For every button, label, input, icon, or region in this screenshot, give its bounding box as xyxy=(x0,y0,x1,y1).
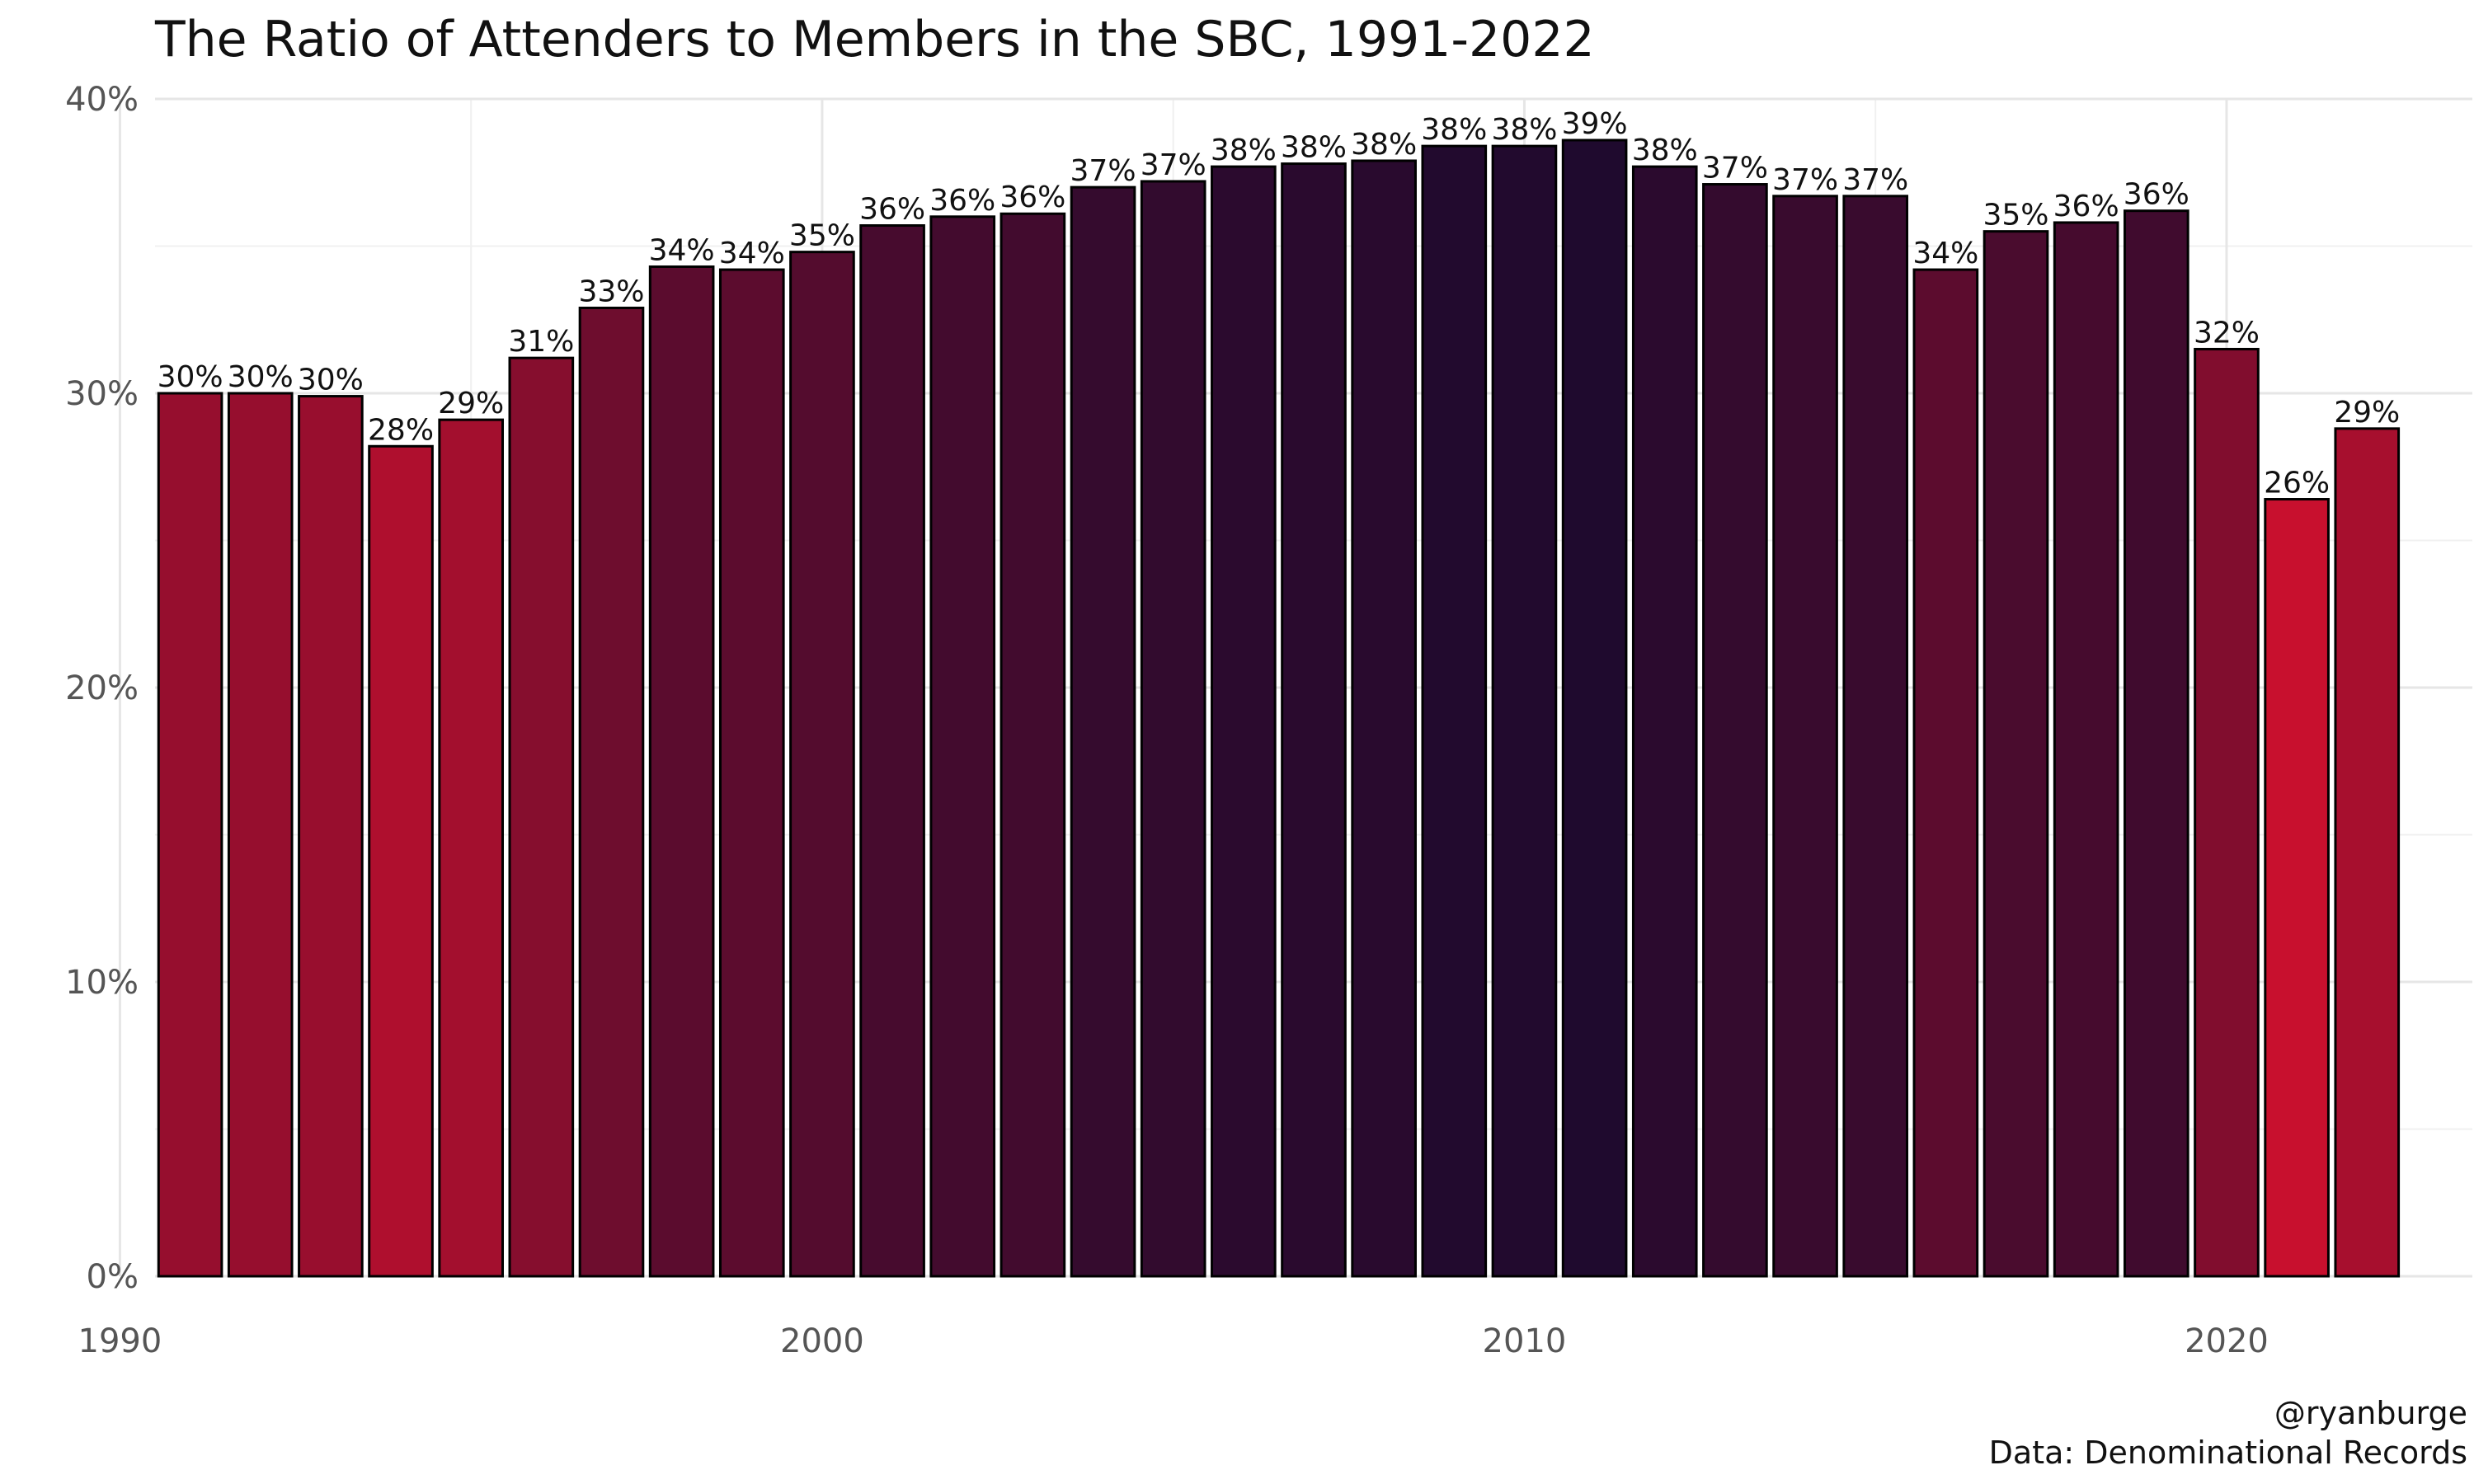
bar xyxy=(1982,230,2049,1278)
bars xyxy=(157,139,2401,1278)
data-label: 32% xyxy=(2194,316,2260,350)
bar xyxy=(2053,221,2119,1278)
bar xyxy=(1561,139,1628,1278)
data-label: 34% xyxy=(1912,237,1978,270)
data-label: 29% xyxy=(2334,396,2400,430)
data-label: 36% xyxy=(859,193,925,227)
bar xyxy=(1842,195,1909,1278)
bar xyxy=(508,356,575,1278)
bar xyxy=(648,265,715,1278)
data-label: 36% xyxy=(929,184,995,218)
data-label: 30% xyxy=(158,360,223,394)
bar xyxy=(1772,195,1838,1278)
data-label: 31% xyxy=(508,325,574,359)
data-label: 35% xyxy=(1983,199,2049,232)
caption-author: @ryanburge xyxy=(2274,1395,2467,1431)
data-label: 37% xyxy=(1842,163,1908,197)
data-label: 34% xyxy=(719,237,785,270)
data-label: 38% xyxy=(1632,134,1698,167)
y-axis: 0% 10% 20% 30% 40% xyxy=(65,81,139,1296)
data-label: 39% xyxy=(1562,107,1628,141)
data-label: 34% xyxy=(649,233,715,267)
bar xyxy=(157,392,223,1278)
bar xyxy=(1281,162,1347,1278)
bar xyxy=(438,418,505,1278)
y-tick-label: 0% xyxy=(87,1258,139,1296)
bar xyxy=(2194,347,2260,1278)
data-label: 37% xyxy=(1070,154,1136,188)
x-tick-label: 2000 xyxy=(780,1322,864,1360)
data-label: 30% xyxy=(228,360,294,394)
bar xyxy=(1421,144,1488,1278)
x-tick-label: 2020 xyxy=(2185,1322,2269,1360)
data-label: 37% xyxy=(1141,148,1206,182)
data-label: 28% xyxy=(368,413,434,447)
data-label: 38% xyxy=(1351,128,1417,162)
bar xyxy=(2124,209,2189,1278)
bar xyxy=(929,215,996,1278)
bar xyxy=(859,224,925,1278)
data-label: 38% xyxy=(1211,134,1277,167)
data-label: 38% xyxy=(1421,113,1487,147)
data-label: 26% xyxy=(2264,467,2330,500)
bar xyxy=(298,395,364,1278)
y-tick-label: 10% xyxy=(65,964,139,1002)
x-axis: 1990 2000 2010 2020 xyxy=(78,1322,2269,1360)
bar xyxy=(2264,498,2330,1278)
data-label: 29% xyxy=(438,387,504,420)
bar xyxy=(1070,186,1136,1278)
bar xyxy=(1702,183,1768,1278)
bar xyxy=(718,268,785,1278)
bar xyxy=(1351,159,1417,1278)
chart-title: The Ratio of Attenders to Members in the… xyxy=(154,11,1595,68)
bar xyxy=(1140,180,1206,1278)
bar xyxy=(1211,165,1277,1278)
bar xyxy=(1491,144,1558,1278)
y-tick-label: 40% xyxy=(65,81,139,119)
data-label: 36% xyxy=(2124,178,2189,212)
bar xyxy=(789,251,855,1278)
bar xyxy=(2334,427,2401,1278)
x-tick-label: 2010 xyxy=(1483,1322,1567,1360)
y-tick-label: 20% xyxy=(65,669,139,707)
data-label: 37% xyxy=(1702,152,1768,186)
data-label: 36% xyxy=(999,181,1065,214)
y-tick-label: 30% xyxy=(65,375,139,413)
bar xyxy=(368,444,434,1278)
data-label: 36% xyxy=(2053,190,2119,223)
bar xyxy=(1912,268,1979,1278)
data-label: 38% xyxy=(1281,131,1347,165)
data-label: 30% xyxy=(298,364,364,397)
bar xyxy=(999,212,1066,1278)
data-label: 35% xyxy=(789,219,855,253)
x-tick-label: 1990 xyxy=(78,1322,162,1360)
bar xyxy=(578,306,645,1278)
bar xyxy=(1631,165,1698,1278)
data-label: 38% xyxy=(1491,113,1557,147)
data-labels: 30% 30% 30%28%29%31%33%34% 34%35%36% 36% 36%3… xyxy=(158,107,2401,500)
data-label: 33% xyxy=(578,275,644,308)
data-label: 37% xyxy=(1772,163,1838,197)
bar xyxy=(227,392,294,1278)
caption-source: Data: Denominational Records xyxy=(1989,1435,2467,1471)
